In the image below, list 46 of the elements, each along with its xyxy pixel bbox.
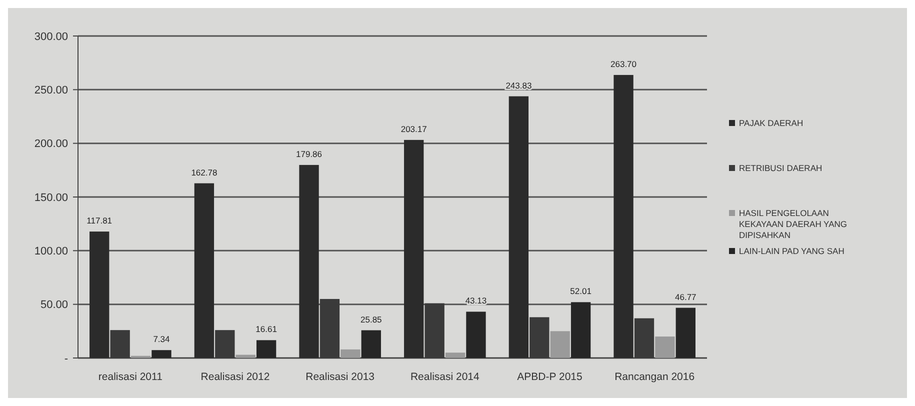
data-label: 16.61 <box>256 324 278 334</box>
x-tick-label: Realisasi 2014 <box>410 371 480 383</box>
data-label: 162.78 <box>191 167 218 178</box>
bar <box>570 302 591 358</box>
data-label: 52.01 <box>570 286 592 296</box>
bar <box>194 183 214 358</box>
x-tick-label: APBD-P 2015 <box>517 371 582 383</box>
y-tick-label: 150.00 <box>34 192 68 204</box>
bar <box>299 164 319 358</box>
legend-label: LAIN-LAIN PAD YANG SAH <box>739 246 844 256</box>
legend-label: RETRIBUSI DAERAH <box>739 163 822 173</box>
data-label: 7.34 <box>153 334 170 344</box>
data-label: 25.85 <box>360 314 382 324</box>
y-tick-label: 50.00 <box>40 299 68 312</box>
data-label: 43.13 <box>465 296 487 306</box>
bar <box>508 96 529 358</box>
data-label: 203.17 <box>400 124 428 134</box>
legend-label: HASIL PENGELOLAAN KEKAYAAN DAERAH YANG DIPISAHKAN <box>739 208 848 240</box>
legend-label: PAJAK DAERAH <box>739 118 804 128</box>
x-tick-label: realisasi 2011 <box>98 371 163 383</box>
bar <box>256 340 276 358</box>
bar <box>361 330 381 358</box>
bar <box>404 140 424 358</box>
bar <box>90 232 110 358</box>
bar <box>340 349 360 358</box>
data-label: 46.77 <box>675 292 697 302</box>
y-tick-label: 300.00 <box>34 30 68 43</box>
bar <box>445 352 466 358</box>
data-label: 117.81 <box>86 216 112 226</box>
x-tick-label: Realisasi 2013 <box>306 371 375 383</box>
y-tick-label: 200.00 <box>34 138 68 150</box>
bar <box>655 336 675 358</box>
y-tick-label: - <box>64 352 68 365</box>
data-label: 179.86 <box>296 148 322 159</box>
bar <box>550 331 570 358</box>
bar <box>676 308 696 358</box>
bar <box>152 350 172 358</box>
data-label: 243.83 <box>506 80 532 90</box>
bar <box>236 354 256 358</box>
x-tick-label: Rancangan 2016 <box>614 371 695 383</box>
y-tick-label: 100.00 <box>34 246 68 258</box>
y-tick-label: 250.00 <box>34 84 68 97</box>
bar <box>466 312 486 358</box>
x-tick-label: Realisasi 2012 <box>200 371 270 383</box>
bar <box>614 74 634 358</box>
data-label: 263.70 <box>610 58 637 69</box>
